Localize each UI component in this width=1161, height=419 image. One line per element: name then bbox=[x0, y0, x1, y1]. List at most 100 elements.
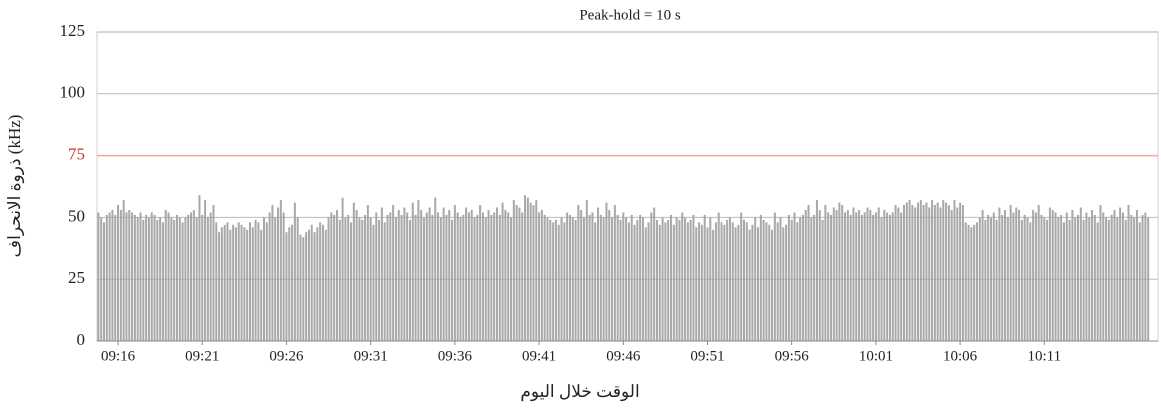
bar bbox=[734, 227, 737, 341]
bar bbox=[316, 227, 319, 341]
bar bbox=[970, 227, 973, 341]
bar bbox=[420, 209, 423, 341]
bar bbox=[712, 229, 715, 341]
bar bbox=[226, 222, 229, 341]
bar bbox=[1020, 219, 1023, 341]
bar bbox=[852, 207, 855, 341]
x-axis-label: الوقت خلال اليوم bbox=[520, 382, 639, 402]
bar bbox=[428, 207, 431, 341]
bar bbox=[437, 212, 440, 341]
bar bbox=[1071, 209, 1074, 341]
bar bbox=[515, 205, 518, 341]
bar bbox=[529, 202, 532, 341]
bar bbox=[605, 202, 608, 341]
bar bbox=[664, 222, 667, 341]
bar bbox=[397, 209, 400, 341]
bar bbox=[902, 205, 905, 341]
bar bbox=[703, 214, 706, 341]
bar bbox=[431, 214, 434, 341]
bar bbox=[97, 212, 100, 341]
bar bbox=[585, 200, 588, 341]
bar bbox=[288, 227, 291, 341]
bar bbox=[568, 214, 571, 341]
bar bbox=[841, 205, 844, 341]
bar bbox=[961, 205, 964, 341]
bar bbox=[931, 200, 934, 341]
bar bbox=[1004, 209, 1007, 341]
bar bbox=[490, 214, 493, 341]
bar bbox=[190, 212, 193, 341]
bar bbox=[535, 200, 538, 341]
bar bbox=[414, 214, 417, 341]
bar bbox=[855, 212, 858, 341]
bar bbox=[824, 205, 827, 341]
bar bbox=[832, 207, 835, 341]
bar bbox=[521, 212, 524, 341]
bar bbox=[218, 232, 221, 341]
bar bbox=[1138, 222, 1141, 341]
bar bbox=[552, 222, 555, 341]
bar bbox=[1048, 207, 1051, 341]
x-tick-label: 09:26 bbox=[269, 348, 304, 364]
bar bbox=[1099, 205, 1102, 341]
bar bbox=[209, 212, 212, 341]
y-axis-label: ذروة الانحراف (kHz) bbox=[5, 115, 25, 258]
bar bbox=[785, 224, 788, 341]
bar bbox=[647, 222, 650, 341]
bar bbox=[745, 222, 748, 341]
bar bbox=[939, 207, 942, 341]
bar bbox=[310, 224, 313, 341]
bar bbox=[726, 219, 729, 341]
bar bbox=[891, 212, 894, 341]
bar bbox=[984, 219, 987, 341]
bar bbox=[248, 222, 251, 341]
bar bbox=[900, 212, 903, 341]
bar bbox=[964, 222, 967, 341]
bar bbox=[156, 219, 159, 341]
bar bbox=[574, 219, 577, 341]
bar bbox=[919, 200, 922, 341]
bar bbox=[518, 207, 521, 341]
bar bbox=[476, 214, 479, 341]
bar bbox=[173, 219, 176, 341]
bar bbox=[1113, 209, 1116, 341]
bar bbox=[846, 209, 849, 341]
bar bbox=[125, 212, 128, 341]
bar bbox=[507, 212, 510, 341]
x-tick-label: 09:46 bbox=[606, 348, 641, 364]
bar bbox=[793, 212, 796, 341]
bar bbox=[692, 214, 695, 341]
y-tick-label: 100 bbox=[60, 83, 86, 102]
bar bbox=[1060, 214, 1063, 341]
bar bbox=[260, 229, 263, 341]
bar bbox=[1093, 214, 1096, 341]
bar bbox=[773, 212, 776, 341]
bar bbox=[347, 214, 350, 341]
bar bbox=[1102, 212, 1105, 341]
bar bbox=[291, 224, 294, 341]
bar bbox=[860, 214, 863, 341]
bar bbox=[1029, 222, 1032, 341]
bar bbox=[319, 222, 322, 341]
bar bbox=[406, 212, 409, 341]
bar bbox=[1051, 209, 1054, 341]
x-tick-label: 09:21 bbox=[185, 348, 219, 364]
bar bbox=[992, 212, 995, 341]
bar bbox=[386, 214, 389, 341]
bar bbox=[577, 205, 580, 341]
bar bbox=[908, 200, 911, 341]
bar bbox=[740, 212, 743, 341]
bar bbox=[639, 214, 642, 341]
bar bbox=[201, 214, 204, 341]
bar bbox=[759, 214, 762, 341]
bar bbox=[254, 219, 257, 341]
bar bbox=[967, 224, 970, 341]
x-tick-label: 10:11 bbox=[1028, 348, 1062, 364]
bar bbox=[911, 205, 914, 341]
bar bbox=[874, 212, 877, 341]
bar bbox=[686, 222, 689, 341]
bar bbox=[1015, 207, 1018, 341]
bar bbox=[299, 234, 302, 341]
bar bbox=[223, 224, 226, 341]
bar bbox=[108, 212, 111, 341]
